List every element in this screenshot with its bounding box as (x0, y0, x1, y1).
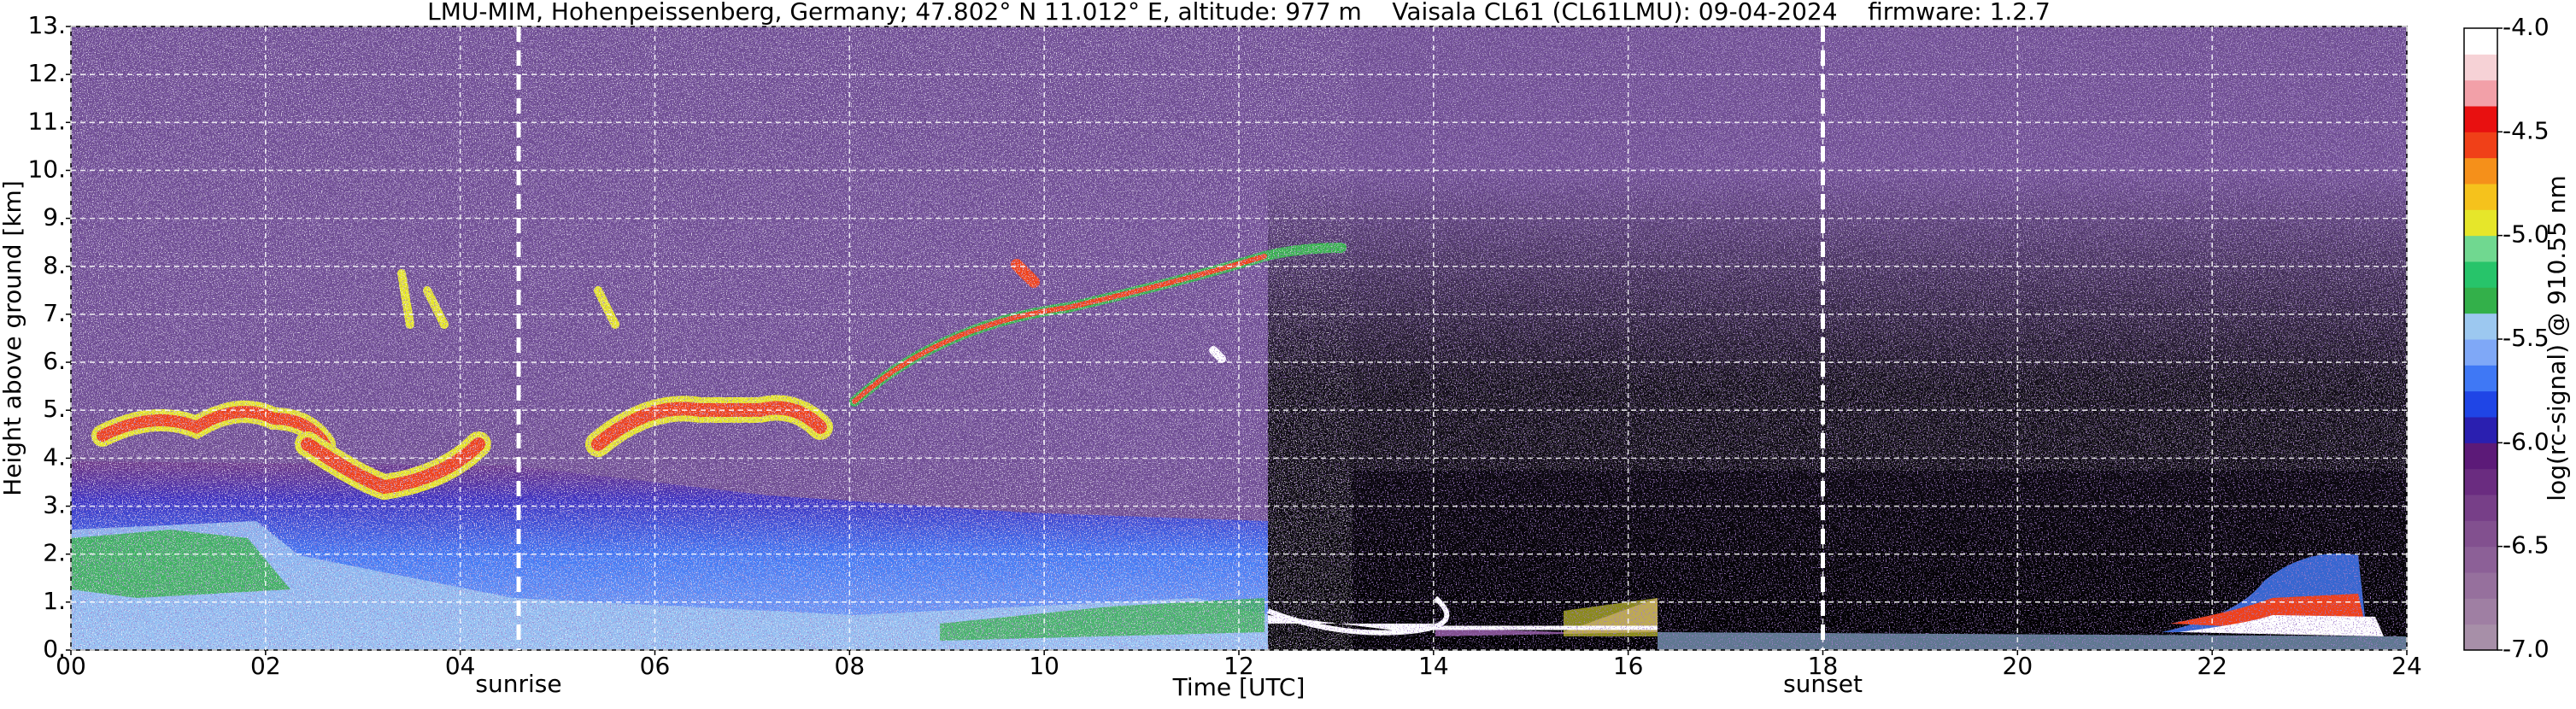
colorbar-segment (2464, 28, 2497, 55)
colorbar-segment (2464, 157, 2497, 185)
x-tick-label: 12 (1223, 652, 1254, 680)
x-axis-label: Time [UTC] (1172, 673, 1306, 701)
y-tick-label: 1. (43, 587, 66, 615)
colorbar-tick-label: -4.5 (2503, 116, 2550, 144)
colorbar-segment (2464, 209, 2497, 237)
y-tick-label: 4. (43, 442, 66, 471)
x-tick-label: 00 (56, 652, 86, 680)
x-tick-label: 22 (2197, 652, 2227, 680)
y-tick-label: 10. (27, 155, 66, 183)
colorbar-segment (2464, 313, 2497, 340)
y-tick-label: 13. (27, 11, 66, 39)
y-tick-label: 7. (43, 299, 66, 327)
colorbar-segment (2464, 261, 2497, 288)
colorbar-segment (2464, 390, 2497, 418)
colorbar-segment (2464, 339, 2497, 366)
colorbar-segment (2464, 184, 2497, 210)
y-tick-label: 5. (43, 395, 66, 423)
y-axis-label: Height above ground [km] (0, 180, 26, 496)
colorbar-tick-label: -5.5 (2503, 324, 2550, 352)
x-tick-label: 20 (2003, 652, 2033, 680)
x-tick-label: 14 (1418, 652, 1449, 680)
y-tick-label: 2. (43, 539, 66, 567)
colorbar-segment (2464, 417, 2497, 443)
y-tick-label: 9. (43, 203, 66, 231)
colorbar-segment (2464, 287, 2497, 314)
y-tick-label: 11. (27, 107, 66, 135)
x-tick-label: 18 (1808, 652, 1839, 680)
y-tick-label: 0. (43, 635, 66, 663)
x-tick-label: 24 (2391, 652, 2422, 680)
colorbar-segment (2464, 520, 2497, 548)
y-tick-label: 3. (43, 491, 66, 519)
x-tick-label: 04 (445, 652, 476, 680)
colorbar-tick-label: -7.0 (2503, 635, 2550, 663)
colorbar-tick-label: -5.0 (2503, 220, 2550, 249)
x-tick-label: 02 (250, 652, 281, 680)
colorbar-segment (2464, 495, 2497, 521)
colorbar-tick-label: -6.5 (2503, 531, 2550, 560)
colorbar-segment (2464, 572, 2497, 599)
x-tick-label: 08 (835, 652, 866, 680)
colorbar-tick-label: -6.0 (2503, 427, 2550, 455)
colorbar-segment (2464, 54, 2497, 81)
x-tick-label: 10 (1029, 652, 1059, 680)
colorbar-segment (2464, 132, 2497, 159)
event-label: sunrise (475, 670, 561, 698)
colorbar-segment (2464, 235, 2497, 262)
y-tick-label: 6. (43, 347, 66, 375)
x-tick-label: 16 (1613, 652, 1644, 680)
colorbar-segment (2464, 598, 2497, 625)
colorbar-segment (2464, 468, 2497, 495)
colorbar-segment (2464, 79, 2497, 107)
x-tick-label: 06 (640, 652, 671, 680)
colorbar-segment (2464, 442, 2497, 470)
y-tick-label: 8. (43, 251, 66, 279)
colorbar-segment (2464, 546, 2497, 573)
colorbar-label: log(rc-signal) @ 910.55 nm (2543, 175, 2571, 501)
event-label: sunset (1783, 670, 1863, 698)
colorbar-segment (2464, 106, 2497, 132)
colorbar-tick-label: -4.0 (2503, 13, 2550, 41)
chart-title: LMU-MIM, Hohenpeissenberg, Germany; 47.8… (427, 0, 2051, 26)
colorbar-segment (2464, 624, 2497, 651)
colorbar-segment (2464, 365, 2497, 392)
y-tick-label: 12. (27, 59, 66, 87)
